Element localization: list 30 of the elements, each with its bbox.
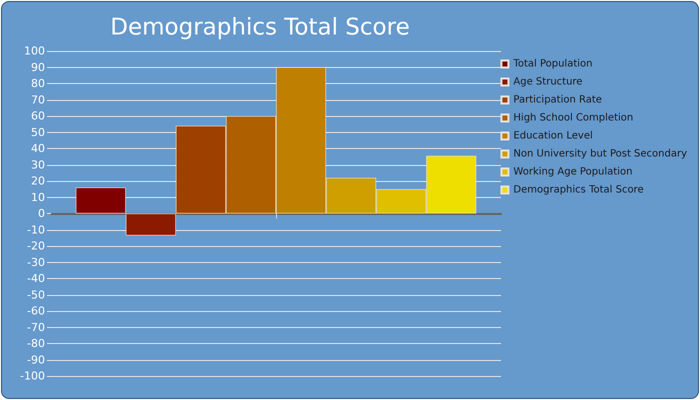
y-tick-label: -50 — [27, 288, 45, 302]
y-tick-label: -10 — [27, 223, 45, 236]
y-tick-label: -60 — [27, 304, 45, 318]
legend-label: Total Population — [512, 58, 592, 70]
legend-label: Non University but Post Secondary — [513, 148, 688, 160]
legend-label: Age Structure — [513, 76, 582, 88]
y-tick-label: -70 — [27, 320, 45, 334]
y-tick-label: -100 — [20, 370, 45, 382]
y-tick-label: -30 — [27, 256, 45, 269]
y-tick-label: 40 — [31, 142, 45, 155]
y-tick-label: 80 — [31, 77, 45, 90]
y-tick-label: -20 — [27, 240, 45, 252]
y-tick-label: 90 — [31, 60, 45, 74]
legend-label: Demographics Total Score — [513, 184, 644, 196]
y-tick-label: 60 — [31, 110, 45, 122]
y-tick-label: -40 — [27, 272, 45, 285]
y-tick-label: 70 — [31, 93, 45, 106]
y-tick-label: 100 — [24, 44, 45, 58]
legend-label: Education Level — [513, 130, 593, 142]
y-tick-label: -90 — [27, 353, 45, 366]
y-tick-label: -80 — [27, 337, 45, 350]
legend-label: Working Age Population — [513, 166, 632, 178]
chart-title: Demographics Total Score — [110, 14, 410, 40]
y-tick-label: 20 — [31, 174, 45, 188]
y-tick-label: 0 — [38, 207, 45, 220]
y-tick-label: 30 — [31, 158, 45, 172]
legend-label: Participation Rate — [513, 94, 602, 106]
y-tick-label: 10 — [31, 190, 45, 204]
legend-label: High School Completion — [513, 112, 634, 124]
y-tick-label: 50 — [31, 126, 45, 139]
